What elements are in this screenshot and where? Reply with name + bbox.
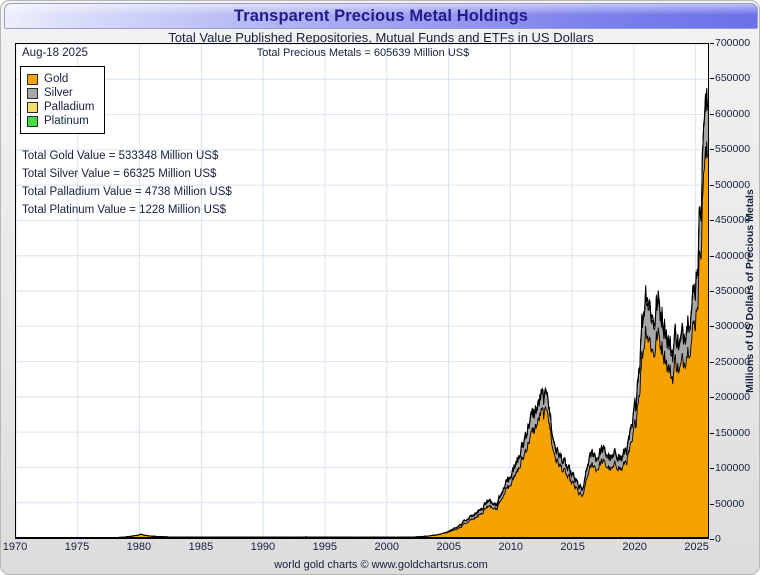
plot-area: Aug-18 2025 Total Precious Metals = 6056… xyxy=(15,43,709,539)
legend-swatch-gold xyxy=(27,73,38,85)
y-tick-mark xyxy=(710,361,714,363)
legend-label-platinum: Platinum xyxy=(44,115,89,127)
y-tick-mark xyxy=(710,78,714,80)
x-tick-label: 1985 xyxy=(188,541,214,553)
y-tick-label: 650000 xyxy=(715,72,751,85)
legend-swatch-silver xyxy=(27,87,38,99)
y-tick-label: 350000 xyxy=(715,285,751,297)
y-tick-label: 300000 xyxy=(715,320,751,333)
legend-item-silver: Silver xyxy=(27,86,95,100)
y-tick-label: 400000 xyxy=(715,249,751,262)
chart-series-layer xyxy=(16,87,708,538)
window-titlebar: Transparent Precious Metal Holdings xyxy=(4,3,758,29)
x-tick-label: 2000 xyxy=(374,541,400,553)
totals-annotation-block: Total Gold Value = 533348 Million US$ To… xyxy=(22,147,232,219)
y-tick-mark xyxy=(710,113,714,115)
chart-subtitle: Total Value Published Repositories, Mutu… xyxy=(168,30,594,45)
y-tick-mark xyxy=(710,43,714,44)
legend-item-palladium: Palladium xyxy=(27,100,95,114)
y-tick-mark xyxy=(710,184,714,186)
y-tick-mark xyxy=(710,432,714,434)
y-tick-mark xyxy=(710,149,714,151)
legend-swatch-platinum xyxy=(27,115,38,127)
y-tick-label: 550000 xyxy=(715,143,751,156)
y-tick-label: 50000 xyxy=(715,497,745,510)
y-tick-mark xyxy=(710,326,714,328)
legend-swatch-palladium xyxy=(27,101,38,113)
y-tick-mark xyxy=(710,220,714,222)
y-tick-mark xyxy=(710,539,714,540)
x-tick-label: 2025 xyxy=(684,541,709,553)
y-tick-mark xyxy=(710,291,714,292)
legend-item-platinum: Platinum xyxy=(27,114,95,128)
y-axis-ticks: 0 50000 100000 150000 200000 250000 300000 3500… xyxy=(710,37,758,545)
y-axis-title: Millions of US Dollars of Precious Metal… xyxy=(743,43,757,539)
x-tick-label: 2005 xyxy=(436,541,461,553)
x-tick-label: 1970 xyxy=(2,541,28,553)
total-gold-value: Total Gold Value = 533348 Million US$ xyxy=(22,150,219,162)
x-tick-label: 1990 xyxy=(250,541,276,553)
total-precious-metals-label: Total Precious Metals = 605639 Million U… xyxy=(256,47,470,59)
chart-legend: Gold Silver Palladium Platinum xyxy=(20,66,105,134)
y-tick-mark xyxy=(710,468,714,470)
y-tick-label: 200000 xyxy=(715,391,751,404)
y-tick-label: 0 xyxy=(715,533,721,545)
y-tick-mark xyxy=(710,397,714,399)
legend-label-silver: Silver xyxy=(44,87,73,99)
x-tick-label: 2010 xyxy=(498,541,523,553)
page-title: Transparent Precious Metal Holdings xyxy=(233,6,529,25)
y-tick-label: 150000 xyxy=(715,426,751,439)
y-tick-label: 450000 xyxy=(715,214,751,227)
y-tick-mark xyxy=(710,503,714,505)
y-tick-mark xyxy=(710,255,714,257)
y-tick-label: 500000 xyxy=(715,178,751,191)
as-of-date-label: Aug-18 2025 xyxy=(22,47,88,59)
total-palladium-value: Total Palladium Value = 4738 Million US$ xyxy=(22,186,232,198)
legend-label-gold: Gold xyxy=(44,73,69,85)
y-tick-label: 600000 xyxy=(715,107,751,120)
x-tick-label: 1995 xyxy=(312,541,338,553)
total-silver-value: Total Silver Value = 66325 Million US$ xyxy=(22,168,217,180)
x-axis-ticks: 1970 1975 1980 1985 1990 1995 2000 2005 2010 2015… xyxy=(3,541,709,557)
legend-label-palladium: Palladium xyxy=(44,101,95,113)
y-tick-label: 100000 xyxy=(715,462,751,475)
legend-item-gold: Gold xyxy=(27,72,95,86)
x-tick-label: 2020 xyxy=(622,541,647,553)
y-axis-title-text: Millions of US Dollars of Precious Metal… xyxy=(744,189,756,393)
y-tick-label: 250000 xyxy=(715,355,751,368)
x-tick-label: 1980 xyxy=(126,541,152,553)
total-platinum-value: Total Platinum Value = 1228 Million US$ xyxy=(22,204,227,216)
chart-footer: world gold charts © www.goldchartsrus.co… xyxy=(274,559,488,571)
y-tick-label: 700000 xyxy=(715,37,751,49)
x-tick-label: 1975 xyxy=(64,541,90,553)
x-tick-label: 2015 xyxy=(560,541,585,553)
